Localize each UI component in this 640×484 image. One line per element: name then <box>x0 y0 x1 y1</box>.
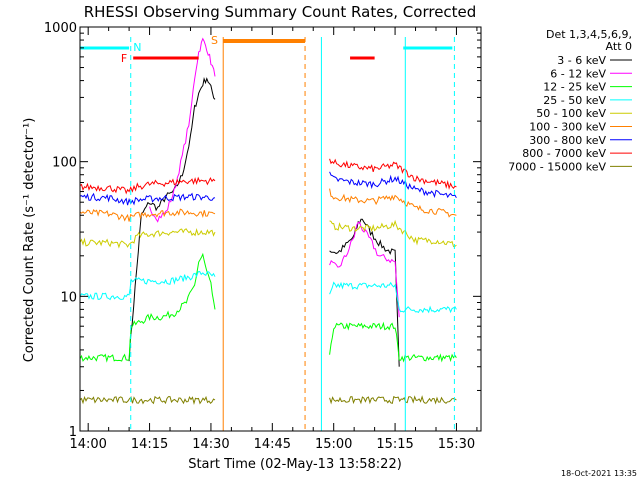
legend-label-9: 7000 - 15000 keV <box>508 160 606 173</box>
series-line-8-segment-2 <box>329 158 457 190</box>
plot-area: NF S <box>79 34 457 431</box>
y-tick-label-4: 1000 <box>44 21 77 36</box>
series-line-4-segment-1 <box>79 270 216 301</box>
legend-header-1: Det 1,3,4,5,6,9, <box>546 28 632 41</box>
y-axis-label: Corrected Count Rate (s⁻¹ detector⁻¹) <box>22 118 37 363</box>
chart-title: RHESSI Observing Summary Count Rates, Co… <box>84 3 477 21</box>
series-line-8-segment-1 <box>79 176 216 195</box>
series-line-6-segment-2 <box>329 188 457 218</box>
x-tick-label-3: 14:30 <box>192 437 229 452</box>
legend-label-7: 300 - 800 keV <box>529 134 606 147</box>
series-line-5-segment-1 <box>79 228 216 249</box>
series-line-7-segment-1 <box>79 192 216 206</box>
y-tick-label-2: 10 <box>60 290 77 305</box>
series-line-7-segment-2 <box>329 171 457 199</box>
series-line-2-segment-2 <box>329 221 400 318</box>
axes: 14:00 14:15 14:30 14:45 15:00 15:15 15:30 1 10 10… <box>44 21 482 452</box>
legend-label-2: 6 - 12 keV <box>550 67 606 80</box>
y-tick-label-3: 100 <box>52 156 77 171</box>
series-line-9-segment-1 <box>79 395 216 406</box>
legend-label-6: 100 - 300 keV <box>529 121 606 134</box>
series-line-2-segment-1 <box>149 37 216 223</box>
series-line-9-segment-2 <box>329 395 457 405</box>
x-tick-label-6: 15:15 <box>376 437 413 452</box>
x-tick-label-7: 15:30 <box>438 437 475 452</box>
flag-label-s: S <box>211 34 218 47</box>
legend-header-2: Att 0 <box>606 40 632 53</box>
x-axis-label: Start Time (02-May-13 13:58:22) <box>188 457 402 472</box>
series-line-6-segment-1 <box>79 208 216 222</box>
series-line-1-segment-2 <box>329 218 400 367</box>
series-line-4-segment-2 <box>329 281 457 314</box>
legend-label-4: 25 - 50 keV <box>543 94 606 107</box>
plot-frame <box>79 26 482 432</box>
series-line-3-segment-1 <box>79 252 216 363</box>
timestamp: 18-Oct-2021 13:35 <box>561 469 637 478</box>
y-tick-label-1: 1 <box>69 425 77 440</box>
series-line-3-segment-2 <box>329 321 457 363</box>
legend-label-1: 3 - 6 keV <box>557 54 606 67</box>
flag-label-n: N <box>133 41 141 54</box>
x-tick-label-2: 14:15 <box>131 437 168 452</box>
x-tick-label-4: 14:45 <box>254 437 291 452</box>
x-tick-label-5: 15:00 <box>315 437 352 452</box>
series-line-5-segment-2 <box>329 219 457 248</box>
legend-label-8: 800 - 7000 keV <box>522 147 606 160</box>
x-tick-label-1: 14:00 <box>69 437 106 452</box>
flag-label-f: F <box>121 52 127 65</box>
legend-label-3: 12 - 25 keV <box>543 81 606 94</box>
legend-label-5: 50 - 100 keV <box>536 107 606 120</box>
